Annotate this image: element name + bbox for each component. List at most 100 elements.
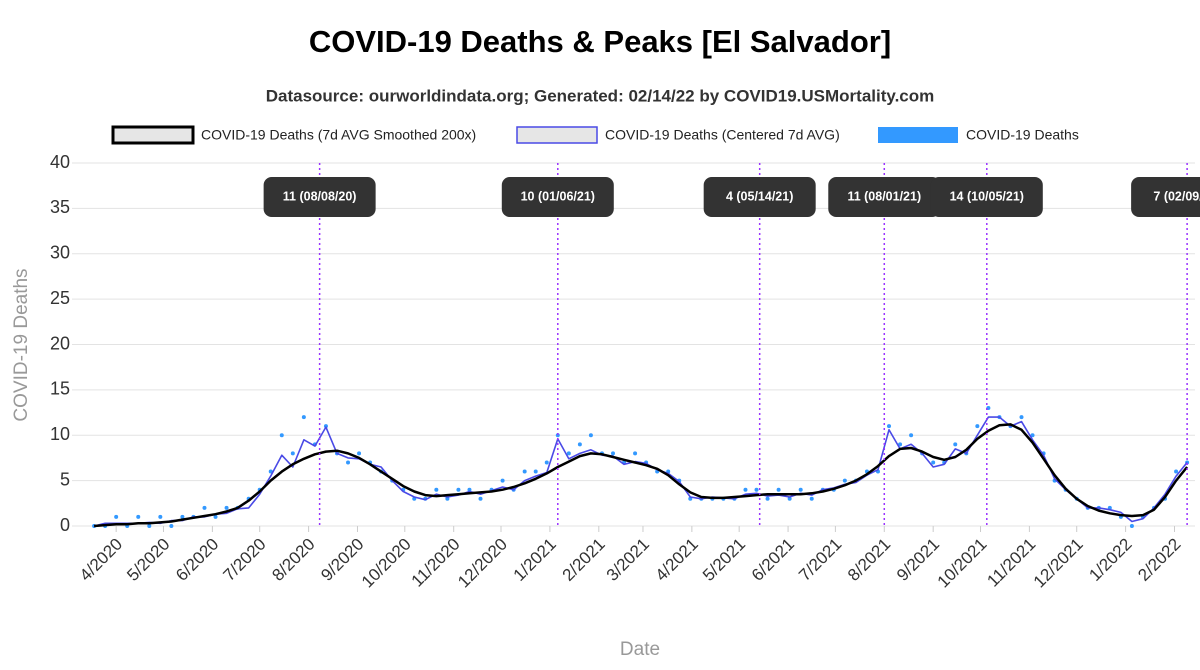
data-point: [213, 514, 218, 519]
data-point: [842, 478, 847, 483]
series-line: [93, 423, 1189, 528]
x-tick-label: 11/2020: [408, 535, 464, 591]
data-point: [456, 487, 461, 492]
data-point: [478, 496, 483, 501]
x-tick-label: 7/2020: [219, 535, 269, 585]
legend-label: COVID-19 Deaths (7d AVG Smoothed 200x): [201, 127, 476, 143]
x-tick-label: 4/2021: [652, 535, 702, 585]
x-tick-label: 12/2020: [454, 535, 511, 592]
data-point: [279, 433, 284, 438]
y-tick-label: 25: [50, 288, 70, 308]
x-tick-label: 2/2021: [559, 535, 609, 585]
x-tick-label: 3/2021: [603, 535, 653, 585]
x-tick-label: 4/2020: [76, 535, 126, 585]
x-tick-label: 1/2021: [510, 535, 560, 585]
data-point: [357, 451, 362, 456]
data-point: [147, 524, 152, 528]
peak-label: 11 (08/01/21): [847, 189, 921, 203]
data-point: [544, 460, 549, 465]
data-point: [898, 442, 903, 447]
data-point: [610, 451, 615, 456]
y-axis-label: COVID-19 Deaths: [11, 268, 32, 421]
data-point: [633, 451, 638, 456]
legend-swatch: [878, 127, 958, 143]
data-point: [588, 433, 593, 438]
data-point: [975, 424, 980, 429]
y-tick-label: 30: [50, 243, 70, 263]
data-point: [809, 496, 814, 501]
data-point: [953, 442, 958, 447]
x-tick-label: 8/2020: [268, 535, 318, 585]
chart-title: COVID-19 Deaths & Peaks [El Salvador]: [309, 24, 891, 59]
legend-label: COVID-19 Deaths: [966, 127, 1079, 143]
peak-label-box: [828, 177, 941, 217]
data-point: [180, 514, 185, 519]
data-point: [555, 433, 560, 438]
data-point: [1019, 415, 1024, 420]
x-axis-label: Date: [620, 639, 660, 660]
y-tick-label: 20: [50, 333, 70, 353]
data-point: [743, 487, 748, 492]
data-point: [346, 460, 351, 465]
x-tick-label: 7/2021: [795, 535, 845, 585]
data-point: [787, 496, 792, 501]
data-point: [776, 487, 781, 492]
y-tick-label: 40: [50, 152, 70, 172]
data-point: [1030, 433, 1035, 438]
data-point: [169, 524, 174, 528]
data-point: [1174, 469, 1179, 474]
peak-label-box: [263, 177, 376, 217]
peak-label: 10 (01/06/21): [521, 189, 595, 203]
data-point: [445, 496, 450, 501]
peak-label: 4 (05/14/21): [726, 189, 793, 203]
y-tick-label: 0: [60, 515, 70, 535]
data-point: [1129, 524, 1134, 528]
data-point: [467, 487, 472, 492]
peak-label-box: [1131, 177, 1200, 217]
x-tick-label: 2/2022: [1134, 535, 1184, 585]
data-point: [158, 514, 163, 519]
y-tick-label: 35: [50, 197, 70, 217]
data-point: [136, 514, 141, 519]
peak-label: 14 (10/05/21): [950, 189, 1024, 203]
data-point: [887, 424, 892, 429]
x-tick-label: 11/2021: [983, 535, 1039, 591]
series-line: [93, 416, 1188, 527]
data-point: [202, 505, 207, 510]
x-tick-label: 10/2020: [358, 535, 415, 592]
x-tick-label: 6/2020: [172, 535, 222, 585]
peak-label-box: [703, 177, 816, 217]
x-tick-label: 6/2021: [748, 535, 798, 585]
data-point: [754, 487, 759, 492]
data-point: [533, 469, 538, 474]
x-tick-label: 5/2020: [123, 535, 173, 585]
data-point: [224, 505, 229, 510]
peak-label: 7 (02/09/22): [1153, 189, 1200, 203]
data-point: [931, 460, 936, 465]
data-point: [500, 478, 505, 483]
data-point: [798, 487, 803, 492]
legend-swatch: [111, 125, 195, 145]
peak-label-box: [930, 177, 1043, 217]
data-point: [765, 496, 770, 501]
data-point: [566, 451, 571, 456]
legend-label: COVID-19 Deaths (Centered 7d AVG): [605, 127, 840, 143]
data-point: [301, 415, 306, 420]
peak-label: 11 (08/08/20): [283, 189, 357, 203]
x-tick-label: 10/2021: [934, 535, 991, 592]
data-point: [114, 514, 119, 519]
data-point: [909, 433, 914, 438]
data-point: [522, 469, 527, 474]
peak-label-box: [501, 177, 614, 217]
y-tick-label: 5: [60, 469, 70, 489]
x-tick-label: 8/2021: [844, 535, 894, 585]
x-tick-label: 5/2021: [699, 535, 749, 585]
x-tick-label: 12/2021: [1030, 535, 1087, 592]
y-tick-label: 10: [50, 424, 70, 444]
legend-swatch: [516, 126, 598, 144]
data-point: [577, 442, 582, 447]
data-point: [290, 451, 295, 456]
y-tick-label: 15: [50, 379, 70, 399]
